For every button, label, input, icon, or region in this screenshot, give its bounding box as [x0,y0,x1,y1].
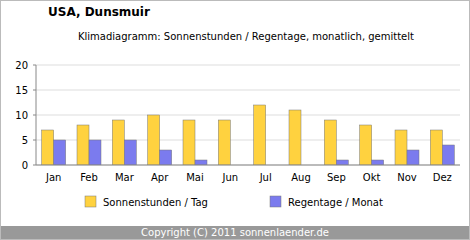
bars [42,105,455,165]
bar [254,105,266,165]
legend-swatch [85,196,96,207]
x-tick-label: Mai [186,172,204,183]
grid-line [36,115,460,116]
bar [42,130,54,165]
bar [160,150,172,165]
bar [89,140,101,165]
chart: USA, Dunsmuir Klimadiagramm: Sonnenstunde… [0,0,470,240]
legend-label: Regentage / Monat [288,197,383,208]
background [1,1,470,240]
footer-bar [1,226,469,239]
x-tick-label: Jun [222,172,239,183]
bar [112,120,124,165]
bar [395,130,407,165]
x-tick-label: Jul [259,172,272,183]
subtitle: Klimadiagramm: Sonnenstunden / Regentage… [78,31,414,42]
footer: Copyright (C) 2011 sonnenlaender.de [141,227,329,238]
x-tick-label: Mar [115,172,135,183]
x-axis [36,165,460,166]
bar [324,120,336,165]
y-tick-label: 15 [15,85,28,96]
bar [407,150,419,165]
y-tick-label: 20 [15,60,28,71]
bar [195,160,207,165]
x-tick-label: Apr [151,172,169,183]
x-tick-label: Nov [397,172,417,183]
bar [218,120,230,165]
x-tick-label: Okt [363,172,381,183]
legend-label: Sonnenstunden / Tag [103,197,208,208]
bar [360,125,372,165]
y-tick-label: 10 [15,110,28,121]
bar [430,130,442,165]
bar [289,110,301,165]
x-tick-label: Feb [80,172,98,183]
x-tick-label: Dez [433,172,452,183]
bar [77,125,89,165]
y-tick-label: 5 [22,135,28,146]
y-axis [36,65,37,165]
x-tick-label: Aug [291,172,311,183]
y-tick-label: 0 [22,160,28,171]
grid-line [36,90,460,91]
x-tick-label: Sep [327,172,346,183]
bar [442,145,454,165]
bar [54,140,66,165]
bar [183,120,195,165]
chart-container: USA, Dunsmuir Klimadiagramm: Sonnenstunde… [0,0,470,240]
legend-swatch [270,196,281,207]
bar [148,115,160,165]
grid-line [36,65,460,66]
bar [124,140,136,165]
x-tick-label: Jan [45,172,61,183]
bar [372,160,384,165]
grid-line [36,165,460,166]
bar [336,160,348,165]
title: USA, Dunsmuir [48,5,150,19]
